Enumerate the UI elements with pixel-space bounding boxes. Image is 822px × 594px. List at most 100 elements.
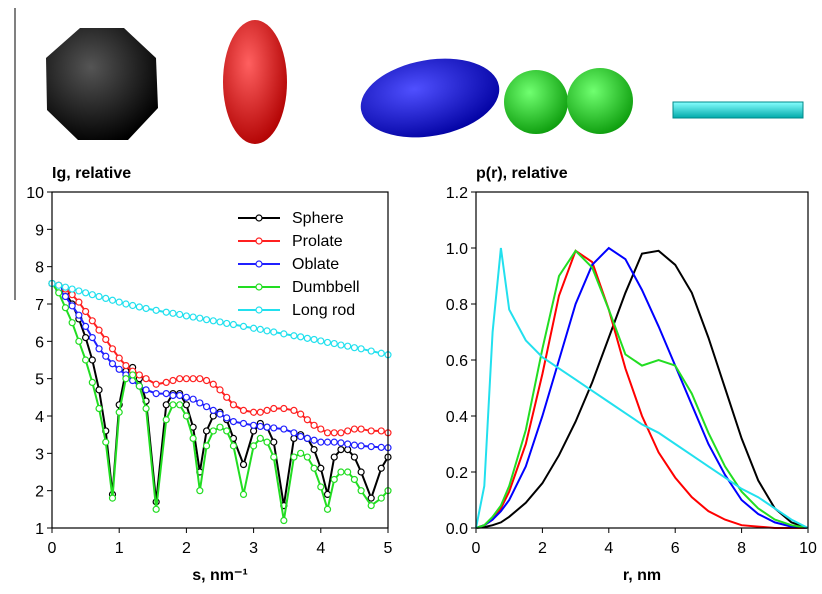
data-point: [162, 308, 170, 316]
data-point: [256, 408, 264, 416]
data-point: [223, 414, 231, 422]
data-point: [108, 360, 117, 368]
data-point: [357, 345, 365, 353]
data-point: [189, 434, 197, 442]
x-tick-label: 0: [48, 540, 57, 557]
data-point: [152, 306, 160, 314]
data-point: [142, 386, 150, 394]
series-line: [475, 249, 809, 529]
rod-model: [672, 101, 804, 119]
data-point: [75, 287, 83, 295]
data-point: [61, 304, 70, 312]
data-point: [129, 371, 137, 379]
data-point: [223, 393, 231, 401]
data-point: [317, 483, 325, 491]
y-tick-label: 0.2: [446, 465, 468, 482]
x-tick-label: 1: [115, 540, 124, 557]
data-point: [202, 316, 211, 324]
data-point: [323, 338, 332, 347]
data-point: [256, 422, 264, 431]
data-point: [209, 317, 217, 325]
data-point: [270, 328, 278, 336]
x-tick-label: 2: [538, 540, 547, 557]
data-point: [88, 317, 96, 325]
data-point: [182, 375, 190, 383]
legend-marker: [255, 237, 263, 245]
data-point: [102, 352, 110, 360]
data-point: [367, 427, 375, 435]
data-point: [357, 487, 365, 495]
data-point: [81, 307, 90, 316]
data-point: [263, 423, 271, 431]
data-point: [250, 324, 258, 332]
y-tick-label: 2: [35, 484, 44, 501]
data-point: [202, 403, 211, 411]
y-tick-label: 0.8: [446, 297, 468, 314]
data-point: [290, 332, 298, 340]
data-point: [169, 376, 177, 385]
data-point: [135, 371, 143, 379]
data-point: [61, 283, 70, 291]
data-point: [377, 443, 385, 451]
y-tick-label: 0.0: [446, 521, 468, 538]
data-point: [310, 421, 318, 429]
y-tick-label: 9: [35, 222, 44, 239]
data-point: [176, 375, 184, 383]
data-point: [377, 427, 385, 435]
data-point: [102, 294, 110, 302]
data-point: [280, 516, 288, 525]
data-point: [377, 464, 385, 472]
data-point: [152, 390, 160, 398]
x-tick-label: 6: [671, 540, 680, 557]
data-point: [88, 291, 96, 299]
data-point: [310, 436, 318, 444]
y-tick-label: 1: [35, 521, 44, 538]
data-point: [176, 391, 184, 400]
data-point: [88, 378, 96, 386]
data-point: [88, 356, 96, 364]
data-point: [102, 335, 110, 344]
data-point: [270, 438, 278, 446]
data-point: [297, 333, 305, 341]
data-point: [115, 408, 123, 416]
data-point: [55, 289, 63, 297]
data-point: [216, 318, 224, 326]
data-point: [162, 401, 170, 409]
data-point: [108, 345, 117, 353]
data-point: [122, 362, 130, 370]
data-point: [135, 303, 143, 311]
x-tick-label: 2: [182, 540, 191, 557]
data-point: [229, 442, 238, 450]
data-point: [115, 354, 123, 362]
data-point: [209, 406, 217, 414]
data-point: [256, 325, 264, 333]
data-point: [223, 319, 231, 328]
x-tick-label: 4: [604, 540, 613, 557]
data-point: [323, 438, 332, 446]
data-point: [202, 427, 211, 435]
x-axis-label: s, nm⁻¹: [192, 567, 248, 584]
data-point: [182, 412, 190, 420]
data-point: [337, 439, 345, 447]
plot-frame: [475, 191, 809, 529]
data-point: [239, 419, 248, 428]
x-tick-label: 8: [737, 540, 746, 557]
series-line: [475, 249, 808, 529]
data-point: [122, 300, 130, 308]
data-point: [216, 423, 224, 431]
y-tick-label: 5: [35, 372, 44, 389]
y-tick-label: 0.4: [446, 409, 468, 426]
data-point: [297, 410, 305, 418]
data-point: [317, 337, 325, 345]
data-point: [95, 292, 103, 301]
data-point: [229, 418, 238, 426]
data-point: [169, 401, 177, 409]
data-point: [330, 475, 338, 484]
legend-label: Long rod: [292, 302, 355, 319]
data-point: [209, 380, 217, 388]
data-point: [152, 505, 160, 513]
data-point: [142, 404, 150, 413]
data-point: [337, 429, 345, 437]
data-point: [88, 334, 96, 342]
data-point: [297, 432, 305, 441]
